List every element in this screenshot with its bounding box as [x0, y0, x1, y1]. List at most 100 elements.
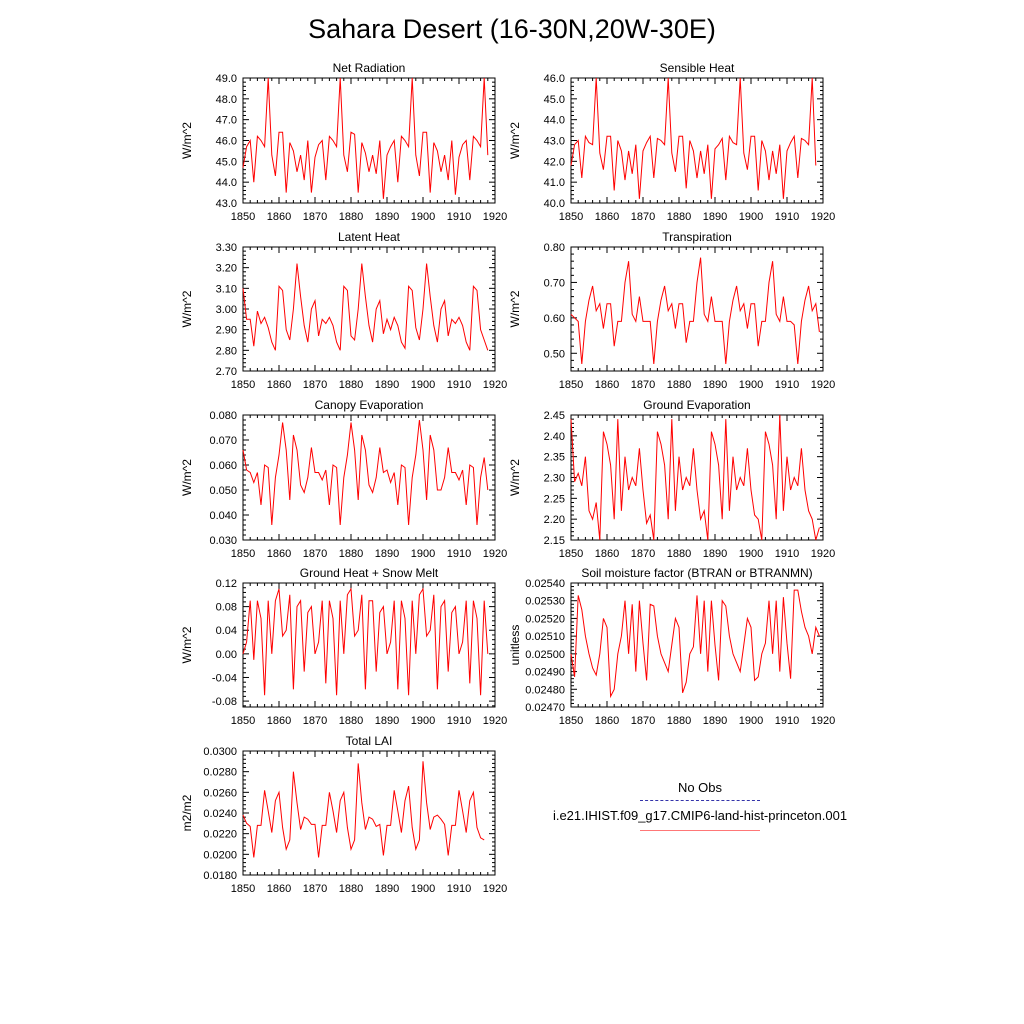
x-tick-label: 1920 [483, 548, 507, 560]
y-tick-label: 42.0 [544, 156, 565, 168]
panel-9: Total LAI m2/m2 1850 1860 1870 1880 1890 1900 19… [180, 734, 507, 895]
plot-frame [570, 77, 824, 204]
y-tick-label: 3.20 [216, 263, 237, 275]
x-tick-label: 1910 [775, 548, 799, 560]
legend-model-line [640, 830, 760, 831]
x-tick-label: 1920 [483, 379, 507, 391]
x-tick-label: 1850 [231, 548, 255, 560]
series-line [570, 414, 820, 541]
x-tick-label: 1870 [631, 548, 655, 560]
y-tick-label: 0.70 [544, 277, 565, 289]
x-tick-label: 1890 [375, 883, 399, 895]
panel-title: Ground Heat + Snow Melt [300, 566, 439, 580]
y-tick-label: 2.80 [216, 345, 237, 357]
x-tick-label: 1880 [339, 379, 363, 391]
y-tick-label: -0.08 [212, 696, 237, 708]
x-tick-label: 1900 [739, 715, 763, 727]
x-tick-label: 1880 [667, 548, 691, 560]
panel-title: Canopy Evaporation [315, 398, 424, 412]
y-tick-label: 44.0 [216, 177, 237, 189]
y-tick-label: 45.0 [544, 94, 565, 106]
x-tick-label: 1910 [447, 211, 471, 223]
y-tick-label: 40.0 [544, 198, 565, 210]
series-line [570, 589, 820, 699]
y-tick-label: 3.10 [216, 283, 237, 295]
panel-8: Soil moisture factor (BTRAN or BTRANMN) u… [508, 566, 835, 727]
x-tick-label: 1900 [411, 211, 435, 223]
series-line [242, 77, 489, 199]
series-line [242, 263, 489, 351]
y-tick-label: 43.0 [544, 136, 565, 148]
panel-title: Latent Heat [338, 230, 401, 244]
x-tick-label: 1920 [483, 211, 507, 223]
panel-title: Sensible Heat [660, 61, 735, 75]
y-tick-label: 0.0220 [203, 829, 237, 841]
panel-4: Transpiration W/m^2 1850 1860 1870 1880 1890 19… [508, 230, 835, 391]
y-tick-label: 0.0180 [203, 870, 237, 882]
y-axis-label: W/m^2 [180, 459, 194, 496]
x-tick-label: 1910 [447, 715, 471, 727]
x-tick-label: 1900 [411, 379, 435, 391]
y-axis-label: m2/m2 [180, 794, 194, 831]
x-tick-label: 1860 [595, 379, 619, 391]
plot-frame [570, 246, 824, 372]
y-tick-label: 46.0 [216, 136, 237, 148]
x-tick-label: 1870 [631, 211, 655, 223]
y-tick-label: 0.040 [209, 510, 237, 522]
y-axis-label: W/m^2 [508, 122, 522, 159]
y-tick-label: 0.02510 [525, 631, 565, 643]
y-tick-label: 47.0 [216, 115, 237, 127]
y-tick-label: 49.0 [216, 73, 237, 85]
x-tick-label: 1900 [739, 548, 763, 560]
x-tick-label: 1900 [411, 715, 435, 727]
x-tick-label: 1920 [483, 715, 507, 727]
x-tick-label: 1910 [775, 379, 799, 391]
x-tick-label: 1920 [483, 883, 507, 895]
series-line [570, 257, 820, 364]
figure-title: Sahara Desert (16-30N,20W-30E) [308, 14, 716, 44]
y-tick-label: 0.02520 [525, 613, 565, 625]
x-tick-label: 1900 [739, 379, 763, 391]
legend-model-label: i.e21.IHIST.f09_g17.CMIP6-land-hist-prin… [552, 808, 848, 823]
y-tick-label: 48.0 [216, 94, 237, 106]
x-tick-label: 1890 [703, 548, 727, 560]
series-line [242, 587, 489, 696]
y-tick-label: 3.30 [216, 242, 237, 254]
x-tick-label: 1870 [631, 715, 655, 727]
x-tick-label: 1850 [231, 883, 255, 895]
x-tick-label: 1860 [267, 379, 291, 391]
x-tick-label: 1890 [375, 715, 399, 727]
y-tick-label: 3.00 [216, 304, 237, 316]
y-tick-label: 2.40 [544, 431, 565, 443]
panel-6: Ground Evaporation W/m^2 1850 1860 1870 1880 1… [508, 398, 835, 560]
plot-frame [242, 246, 496, 372]
y-tick-label: 41.0 [544, 177, 565, 189]
x-tick-label: 1880 [339, 715, 363, 727]
x-tick-label: 1850 [559, 715, 583, 727]
x-tick-label: 1860 [595, 715, 619, 727]
x-tick-label: 1900 [411, 883, 435, 895]
panel-title: Soil moisture factor (BTRAN or BTRANMN) [581, 566, 812, 580]
x-tick-label: 1860 [595, 211, 619, 223]
panel-5: Canopy Evaporation W/m^2 1850 1860 1870 1880 1… [180, 398, 507, 560]
x-tick-label: 1870 [303, 715, 327, 727]
x-tick-label: 1850 [231, 211, 255, 223]
y-tick-label: 0.02490 [525, 667, 565, 679]
y-tick-label: 0.02540 [525, 578, 565, 590]
x-tick-label: 1890 [375, 548, 399, 560]
y-tick-label: 0.030 [209, 535, 237, 547]
y-tick-label: 46.0 [544, 73, 565, 85]
panel-title: Total LAI [346, 734, 393, 748]
x-tick-label: 1870 [303, 548, 327, 560]
panel-7: Ground Heat + Snow Melt W/m^2 1850 1860 1870… [180, 566, 507, 727]
x-tick-label: 1920 [811, 211, 835, 223]
legend-obs-line [640, 800, 760, 801]
x-tick-label: 1880 [339, 883, 363, 895]
plot-frame [242, 414, 496, 541]
y-tick-label: 0.060 [209, 460, 237, 472]
y-axis-label: W/m^2 [180, 122, 194, 159]
x-tick-label: 1910 [775, 211, 799, 223]
y-tick-label: 44.0 [544, 115, 565, 127]
